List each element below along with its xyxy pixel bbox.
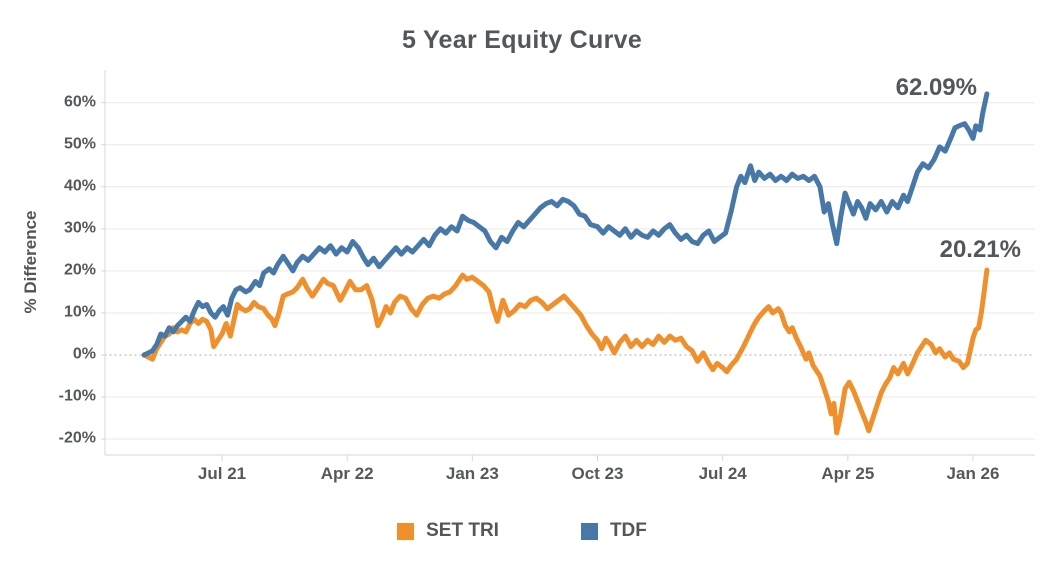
legend-label-tdf: TDF (609, 520, 647, 541)
x-tick-label: Apr 25 (821, 464, 875, 483)
y-tick-label: -20% (58, 429, 96, 447)
legend-item-set-tri: SET TRI (397, 520, 499, 542)
x-tick-label: Oct 23 (571, 464, 624, 483)
y-tick-label: 40% (63, 177, 96, 195)
legend-label-set-tri: SET TRI (426, 520, 499, 541)
x-tick-label: Jul 24 (698, 464, 747, 483)
x-tick-label: Jan 23 (445, 464, 499, 483)
chart-title: 5 Year Equity Curve (401, 26, 643, 54)
legend: SET TRI TDF (0, 520, 1044, 542)
y-tick-label: 50% (63, 135, 96, 153)
y-axis-title: % Difference (21, 210, 40, 314)
y-tick-label: 20% (63, 261, 96, 279)
y-tick-label: 30% (63, 219, 96, 237)
y-tick-label: 10% (63, 303, 96, 321)
y-tick-label: 60% (63, 93, 96, 111)
x-tick-label: Jul 21 (197, 464, 247, 483)
legend-item-tdf: TDF (580, 520, 647, 542)
tdf-swatch-icon (580, 522, 598, 540)
y-tick-label: -10% (58, 387, 96, 405)
set-tri-swatch-icon (397, 522, 415, 540)
y-tick-label: 0% (72, 345, 96, 363)
set-tri-end-value-label: 20.21% (939, 236, 1021, 263)
series-line-tdf (141, 91, 990, 358)
x-tick-label: Apr 22 (320, 464, 374, 483)
tdf-end-value-label: 62.09% (895, 74, 977, 101)
x-tick-label: Jan 26 (946, 464, 1000, 483)
series-line-set-tri (141, 267, 990, 436)
